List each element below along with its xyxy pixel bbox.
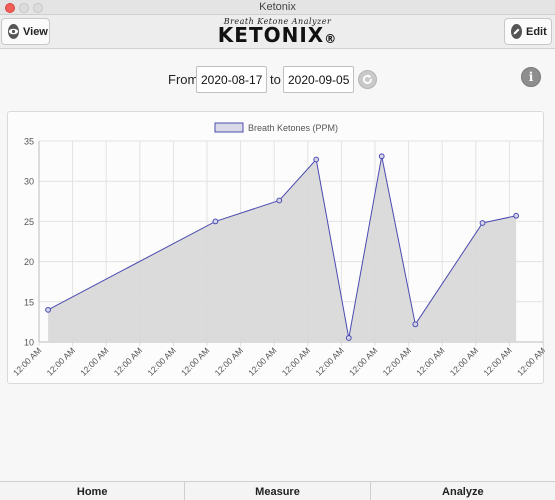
app-header: View Breath Ketone Analyzer KETONIX® Edi… [0, 15, 555, 49]
data-point [276, 197, 283, 204]
data-point [479, 220, 486, 226]
registered-mark: ® [324, 32, 338, 46]
from-date-input[interactable] [196, 66, 267, 93]
from-label: From [168, 72, 199, 87]
x-tick-label: 12:00 AM [45, 345, 77, 377]
edit-button[interactable]: Edit [504, 18, 552, 45]
data-point [378, 153, 385, 160]
data-point [345, 335, 352, 341]
x-tick-label: 12:00 AM [280, 345, 312, 377]
x-tick-label: 12:00 AM [313, 345, 345, 377]
data-point [313, 156, 320, 163]
refresh-button[interactable] [358, 70, 377, 89]
y-tick-label: 10 [24, 338, 34, 348]
data-point [45, 306, 51, 313]
x-tick-label: 12:00 AM [515, 345, 545, 377]
x-tick-label: 12:00 AM [112, 345, 144, 377]
x-tick-label: 12:00 AM [78, 345, 110, 377]
x-tick-label: 12:00 AM [381, 345, 413, 377]
x-tick-label: 12:00 AM [246, 345, 278, 377]
x-tick-label: 12:00 AM [481, 345, 513, 377]
view-button-label: View [23, 25, 48, 38]
refresh-icon [362, 74, 372, 84]
y-tick-label: 15 [24, 297, 34, 307]
zoom-window-button[interactable] [33, 3, 43, 13]
info-icon: i [528, 70, 534, 84]
brand-logo: KETONIX® [0, 23, 555, 47]
close-window-button[interactable] [5, 3, 15, 13]
x-tick-label: 12:00 AM [347, 345, 379, 377]
y-tick-label: 25 [24, 217, 34, 227]
y-tick-label: 35 [24, 137, 34, 147]
x-tick-label: 12:00 AM [179, 345, 211, 377]
data-point [412, 321, 419, 328]
tab-home[interactable]: Home [0, 482, 186, 500]
x-tick-label: 12:00 AM [414, 345, 446, 377]
x-tick-label: 12:00 AM [11, 345, 43, 377]
legend-swatch [214, 122, 244, 133]
y-tick-label: 30 [24, 177, 34, 187]
bottom-tab-bar: Home Measure Analyze [0, 481, 555, 500]
view-button[interactable]: View [1, 18, 50, 45]
to-label: to [270, 72, 281, 87]
tab-measure[interactable]: Measure [185, 482, 371, 500]
title-bar: Ketonix [0, 0, 555, 15]
brand-tagline: Breath Ketone Analyzer [223, 17, 332, 26]
data-point [212, 218, 219, 225]
info-button[interactable]: i [521, 67, 541, 87]
window-title: Ketonix [259, 1, 296, 13]
data-point [513, 212, 520, 219]
x-tick-label: 12:00 AM [448, 345, 480, 377]
minimize-window-button[interactable] [19, 3, 29, 13]
tab-analyze[interactable]: Analyze [442, 486, 484, 498]
to-date-input[interactable] [283, 66, 354, 93]
pencil-icon [511, 24, 522, 39]
edit-button-label: Edit [526, 25, 547, 38]
legend-label: Breath Ketones (PPM) [248, 123, 338, 133]
y-tick-label: 20 [24, 257, 34, 267]
brand-name: KETONIX [217, 23, 325, 47]
series-area [48, 156, 517, 342]
eye-icon [8, 24, 19, 39]
chart-panel: 10 15 20 25 30 35 12:00 AM 12:00 AM 12:00 AM 12:0… [7, 111, 545, 384]
x-tick-label: 12:00 AM [213, 345, 245, 377]
x-tick-label: 12:00 AM [145, 345, 177, 377]
